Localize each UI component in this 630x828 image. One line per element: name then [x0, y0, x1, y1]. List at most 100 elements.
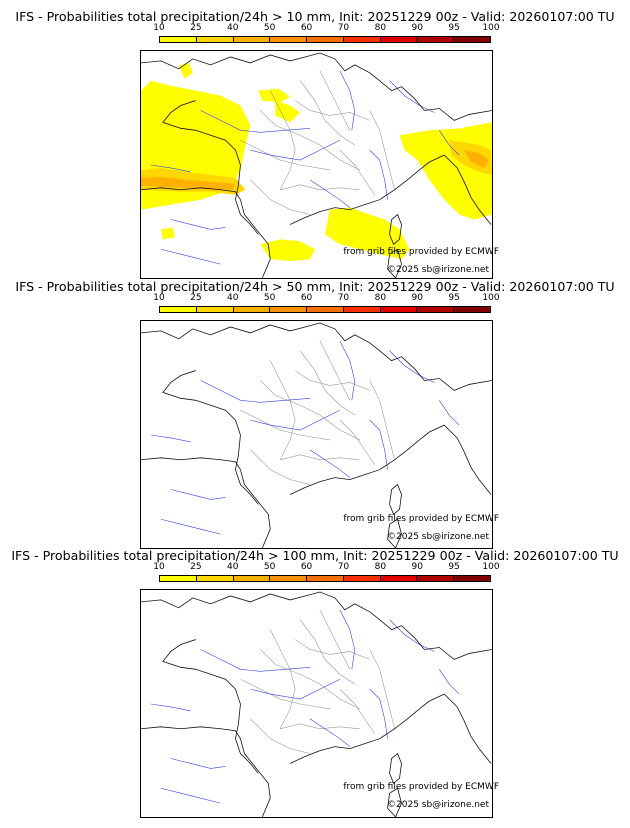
colorbar-segment: [160, 576, 197, 581]
colorbar-tick-label: 90: [411, 23, 423, 33]
admin-border: [294, 370, 370, 391]
colorbar-segment: [307, 37, 344, 42]
colorbar-tick-label: 40: [227, 293, 239, 303]
precip-area-yellow: [160, 227, 175, 240]
admin-border: [250, 449, 311, 485]
colorbar-segment: [454, 37, 491, 42]
river-line: [250, 409, 341, 431]
river-line: [150, 164, 191, 173]
map-svg: [141, 52, 492, 278]
colorbar-segment: [196, 576, 234, 581]
colorbar-tick-label: 100: [482, 23, 500, 33]
coastline: [419, 424, 492, 495]
admin-border: [369, 110, 395, 190]
colorbar-segment: [307, 307, 344, 312]
coastline: [162, 100, 259, 235]
river-line: [170, 489, 226, 500]
admin-border: [260, 649, 360, 710]
credit-source: from grib files provided by ECMWF: [343, 782, 499, 792]
admin-border: [319, 70, 351, 131]
map-svg: [141, 322, 492, 548]
map-panel-10mm: IFS - Probabilities total precipitation/…: [0, 9, 630, 279]
river-line: [200, 110, 311, 133]
colorbar-segment: [380, 576, 418, 581]
admin-border: [294, 100, 370, 121]
coastline: [141, 52, 492, 121]
river-line: [369, 149, 388, 200]
admin-border: [260, 110, 360, 171]
colorbar-segment: [233, 307, 271, 312]
colorbar-tick-label: 80: [374, 23, 387, 33]
river-line: [309, 718, 350, 747]
river-line: [150, 703, 191, 712]
map-panel-100mm: IFS - Probabilities total precipitation/…: [0, 548, 630, 818]
precip-area-deep: [141, 176, 236, 190]
colorbar-segment: [270, 307, 308, 312]
precip-area-deep: [464, 150, 490, 168]
colorbar-tick-label: 80: [374, 293, 387, 303]
colorbar-segment: [196, 307, 234, 312]
admin-border: [240, 678, 330, 710]
coastline: [141, 726, 271, 817]
admin-border: [250, 179, 311, 215]
colorbar: [159, 36, 491, 43]
river-line: [160, 248, 221, 265]
admin-border: [260, 380, 360, 441]
precip-area-yellow: [260, 239, 316, 262]
river-line: [150, 434, 191, 443]
island-corsica: [389, 483, 402, 515]
colorbar-tick-label: 70: [337, 293, 350, 303]
admin-border: [319, 340, 351, 401]
colorbar-tick-label: 70: [337, 562, 350, 572]
credit-copyright: ©2025 sb@irizone.net: [387, 265, 489, 275]
admin-border: [369, 649, 395, 729]
coastline: [162, 370, 259, 505]
colorbar-segment: [270, 37, 308, 42]
colorbar-tick-label: 95: [448, 23, 460, 33]
admin-border: [269, 629, 296, 729]
river-line: [200, 649, 311, 672]
admin-border: [269, 90, 296, 190]
coastline: [141, 591, 492, 660]
island-sardinia: [387, 518, 402, 548]
admin-border: [299, 619, 355, 685]
colorbar-segment: [196, 37, 234, 42]
river-line: [170, 758, 226, 769]
colorbar-segment: [417, 37, 455, 42]
colorbar: [159, 306, 491, 313]
colorbar-tick-label: 40: [227, 23, 239, 33]
island-corsica: [389, 213, 402, 245]
colorbar-tick-label: 25: [190, 562, 202, 572]
river-line: [309, 179, 350, 208]
island-corsica: [389, 752, 402, 784]
admin-border: [369, 380, 395, 460]
map-svg: [141, 591, 492, 817]
admin-border: [339, 688, 375, 734]
river-line: [160, 787, 221, 804]
colorbar-tick-label: 90: [411, 562, 423, 572]
admin-border: [299, 350, 355, 416]
colorbar-tick-label: 60: [300, 23, 313, 33]
admin-border: [319, 609, 351, 670]
river-line: [439, 400, 460, 426]
colorbar-segment: [160, 37, 197, 42]
colorbar-segment: [380, 307, 418, 312]
admin-border: [294, 639, 370, 660]
map-view: [140, 320, 493, 549]
admin-border: [250, 718, 311, 754]
colorbar-tick-label: 50: [263, 293, 276, 303]
colorbar-tick-label: 10: [153, 23, 165, 33]
river-line: [250, 678, 341, 700]
colorbar-tick-label: 25: [190, 293, 202, 303]
colorbar-segment: [307, 576, 344, 581]
colorbar-ticks: 10 25 40 50 60 70 80 90 95 100: [0, 562, 630, 577]
map-view: [140, 50, 493, 279]
panel-title: IFS - Probabilities total precipitation/…: [11, 548, 619, 563]
colorbar-tick-label: 10: [153, 293, 165, 303]
coastline: [162, 639, 259, 774]
coastline: [419, 154, 492, 225]
panel-title: IFS - Probabilities total precipitation/…: [15, 279, 615, 294]
admin-border: [240, 409, 330, 441]
river-line: [339, 609, 356, 670]
coastline: [289, 439, 420, 495]
